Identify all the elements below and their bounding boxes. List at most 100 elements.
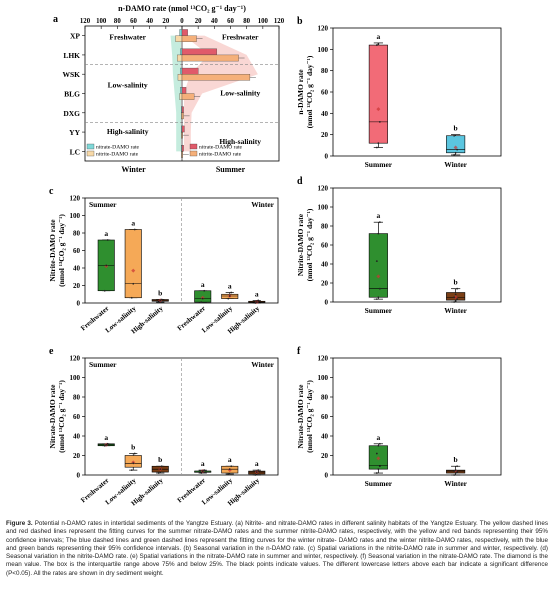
bar-summer-nitrate (181, 145, 184, 152)
zone-label-winter: Freshwater (109, 33, 146, 42)
legend-swatch (86, 143, 95, 150)
y-axis-label: n-DAMO rate(nmol ¹³CO₂ g⁻¹ day⁻¹) (296, 55, 314, 128)
significance-letter: a (376, 211, 380, 220)
y-tick-label: 0 (325, 299, 329, 307)
top-tick-label: 40 (146, 18, 153, 25)
data-point (105, 443, 108, 446)
data-point (255, 301, 258, 304)
data-point (453, 470, 456, 472)
data-point (230, 291, 233, 294)
box (368, 44, 388, 144)
x-tick-label: Winter (444, 479, 467, 488)
significance-letter: a (228, 455, 232, 464)
data-point (453, 296, 456, 299)
top-tick-label: 0 (180, 18, 184, 25)
top-tick-label: 40 (211, 18, 218, 25)
data-point (454, 293, 457, 296)
zone-label-summer: Low-salinity (220, 89, 260, 98)
data-point (201, 297, 204, 300)
group-label-summer: Summer (89, 360, 117, 369)
zone-label-winter: Low-salinity (108, 81, 148, 90)
top-tick-label: 100 (96, 18, 107, 25)
data-point (227, 297, 230, 300)
legend-swatch (86, 150, 95, 157)
data-point (377, 43, 380, 45)
data-point (375, 260, 378, 263)
data-point (157, 301, 160, 304)
data-point (375, 44, 378, 46)
y-tick-label: 80 (321, 223, 329, 231)
panel-letter: f (297, 346, 301, 357)
y-tick-label: 40 (73, 265, 81, 273)
y-tick-label: 120 (318, 25, 329, 33)
data-point (377, 232, 380, 235)
data-point (228, 468, 231, 471)
box (446, 135, 466, 154)
data-point (132, 282, 135, 285)
data-point (106, 239, 109, 241)
top-tick-label: 20 (195, 18, 202, 25)
bar-winter-nitrate (180, 48, 183, 56)
y-axis-label-line2: (nmol ¹³CO₂ g⁻¹ day⁻¹) (57, 380, 66, 453)
bar-summer-nitrate (181, 67, 199, 75)
data-point (378, 287, 381, 290)
data-point (106, 442, 109, 445)
data-point (378, 465, 381, 468)
y-axis-label-line2: (nmol ¹³CO₂ g⁻¹ day⁻¹) (305, 208, 314, 281)
site-label: DXG (63, 109, 80, 118)
y-tick-label: 100 (70, 212, 81, 220)
y-tick-label: 80 (73, 230, 81, 238)
significance-letter: a (255, 459, 259, 468)
x-tick-label: Winter (444, 160, 467, 169)
top-tick-label: 120 (274, 18, 285, 25)
legend-label: nitrite-DAMO rate (96, 152, 139, 158)
data-point (453, 154, 456, 156)
data-point (375, 452, 378, 455)
mean-diamond (453, 295, 458, 300)
significance-letter: b (131, 443, 135, 452)
y-tick-label: 0 (325, 153, 329, 161)
bar-summer-nitrate (181, 87, 187, 94)
data-point (105, 264, 108, 267)
significance-letter: b (158, 289, 162, 298)
bar-summer-nitrite (181, 54, 239, 62)
panel-b: b 0 20 40 60 80 100 120 n-DAMO rate(nmol ¹³CO₂ g… (296, 16, 502, 169)
y-tick-label: 60 (73, 413, 81, 421)
data-point (377, 296, 380, 299)
y-axis-label-line2: (nmol ¹³CO₂ g⁻¹ day⁻¹) (305, 380, 314, 453)
data-point (377, 142, 380, 145)
y-tick-label: 100 (318, 46, 329, 54)
top-tick-label: 100 (258, 18, 269, 25)
data-point (228, 295, 231, 297)
data-point (159, 468, 162, 471)
bar-winter-nitrite (177, 74, 183, 81)
panel-letter: d (297, 176, 303, 187)
y-tick-label: 20 (321, 131, 329, 139)
figure-3: a n-DAMO rate (nmol ¹³CO₂ g⁻¹ day⁻¹) 120 10… (48, 4, 502, 508)
y-tick-label: 120 (318, 355, 329, 363)
y-tick-label: 40 (321, 433, 329, 441)
bar-summer-nitrite (181, 74, 251, 81)
bar-winter-nitrate (180, 67, 183, 75)
panel-f: f 0 20 40 60 80 100 120 Nitrate-DAMO rate(nmol ¹… (296, 346, 502, 488)
data-point (456, 287, 459, 290)
data-point (456, 148, 459, 151)
bar-winter-nitrite (179, 93, 183, 100)
data-point (201, 470, 204, 472)
data-point (377, 444, 380, 447)
y-tick-label: 120 (70, 355, 81, 363)
y-tick-label: 80 (321, 394, 329, 402)
significance-letter: a (376, 433, 380, 442)
data-point (454, 472, 457, 474)
bar-summer-nitrate (181, 125, 185, 133)
data-point (159, 299, 162, 302)
top-tick-label: 60 (130, 18, 137, 25)
data-point (230, 465, 233, 468)
y-axis-label-line2: (nmol ¹³CO₂ g⁻¹ day⁻¹) (305, 55, 314, 128)
bar-summer-nitrate (181, 48, 217, 56)
zone-label-summer: High-salinity (219, 137, 261, 146)
x-tick-label: Summer (365, 160, 393, 169)
x-tick-label: Winter (444, 306, 467, 315)
data-point (257, 469, 260, 472)
caption-label: Figure 3. (6, 520, 33, 527)
